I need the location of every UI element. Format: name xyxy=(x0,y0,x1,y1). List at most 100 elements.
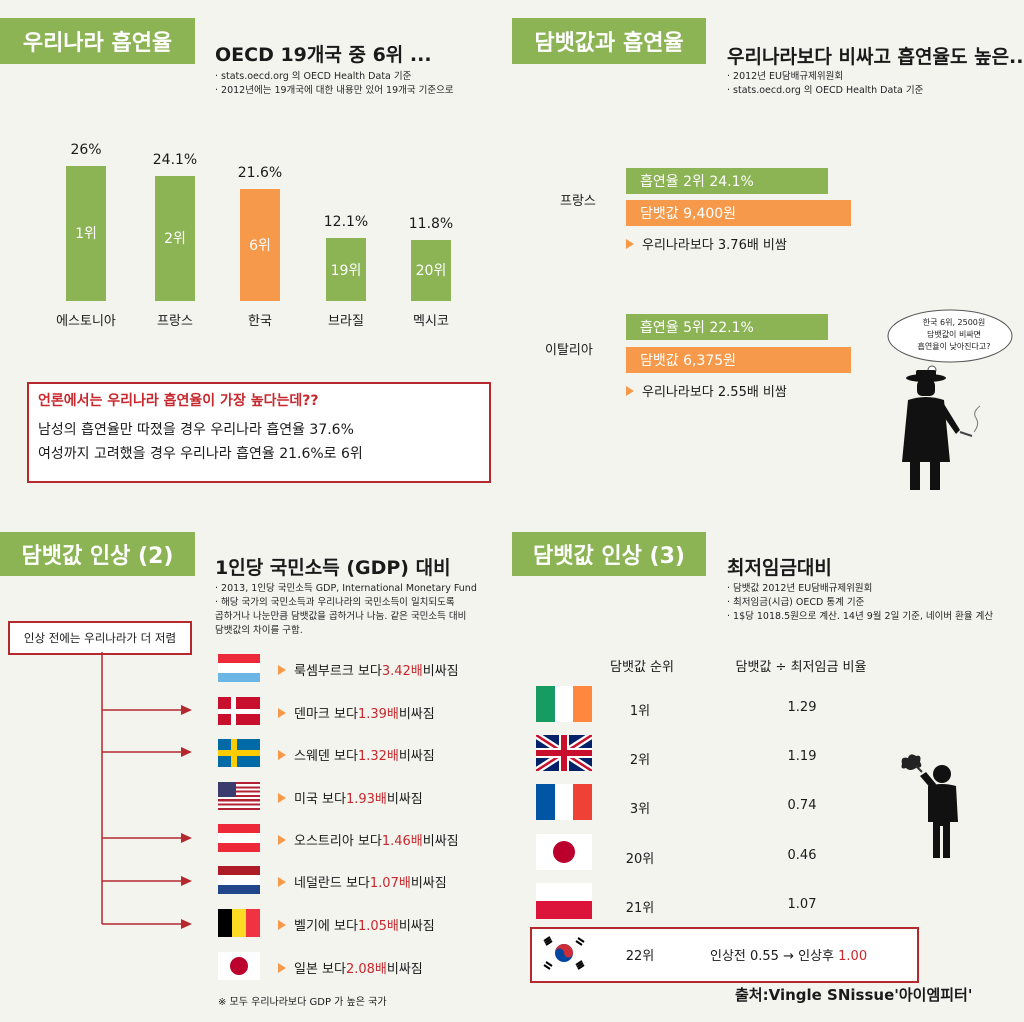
bar-rank-label: 20위 xyxy=(415,263,447,280)
denmark-flag-icon xyxy=(218,697,260,725)
luxembourg-flag-icon xyxy=(218,654,260,682)
triangle-bullet-icon xyxy=(278,834,286,845)
comparison-ratio: 1.07배 xyxy=(369,876,411,891)
gdp-comparison-row: 룩셈부르크 보다 3.42배 비싸짐 xyxy=(278,660,459,679)
gdp-comparison-row: 스웨덴 보다 1.32배 비싸짐 xyxy=(278,745,435,764)
source-note: · 1$당 1018.5원으로 계산. 14년 9월 2일 기준, 네이버 환율… xyxy=(727,611,994,622)
ratio-column-header: 담뱃값 ÷ 최저임금 비율 xyxy=(735,660,867,675)
comparison-suffix: 비싸짐 xyxy=(422,834,459,849)
ireland-flag-icon xyxy=(536,686,592,722)
price-rank-cell: 21위 xyxy=(625,901,655,916)
triangle-bullet-icon xyxy=(278,707,286,718)
korea-flag-icon xyxy=(536,935,592,971)
japan-flag-icon xyxy=(536,834,592,870)
country-label-italy: 이탈리아 xyxy=(545,343,593,358)
source-note: · stats.oecd.org 의 OECD Health Data 기준 xyxy=(215,71,412,82)
comparison-suffix: 비싸짐 xyxy=(398,749,435,764)
comparison-ratio: 3.42배 xyxy=(381,664,423,679)
comparison-suffix: 비싸짐 xyxy=(410,876,447,891)
ratio-cell: 1.19 xyxy=(787,749,817,764)
triangle-bullet-icon xyxy=(278,664,286,675)
bar-value-label: 11.8% xyxy=(408,215,454,232)
italy-smoking-rate-bar: 흡연율 5위 22.1% xyxy=(626,314,828,340)
source-credit: 출처:Vingle SNissue'아이엠피터' xyxy=(735,986,973,1004)
gdp-comparison-row: 벨기에 보다 1.05배 비싸짐 xyxy=(278,915,435,934)
france-comparison-text: 우리나라보다 3.76배 비쌈 xyxy=(642,238,787,253)
bar-rank-label: 2위 xyxy=(164,231,186,248)
category-label: 프랑스 xyxy=(157,314,193,329)
comparison-ratio: 1.93배 xyxy=(345,792,387,807)
comparison-country: 오스트리아 보다 xyxy=(294,834,382,849)
source-note: 곱하거나 나눈만큼 담뱃값을 곱하거나 나눔. 같은 국민소득 대비 xyxy=(215,611,467,622)
gdp-comparison-row: 일본 보다 2.08배 비싸짐 xyxy=(278,958,423,977)
comparison-suffix: 비싸짐 xyxy=(422,664,459,679)
before-increase-label: 인상 전에는 우리나라가 더 저렴 xyxy=(8,621,192,655)
media-claim-box xyxy=(27,382,491,483)
price-rank-cell: 3위 xyxy=(629,802,651,817)
source-note: · 2013, 1인당 국민소득 GDP, International Mone… xyxy=(215,583,477,594)
smoking-man-icon xyxy=(901,754,958,858)
gdp-comparison-row: 네덜란드 보다 1.07배 비싸짐 xyxy=(278,872,447,891)
comparison-country: 미국 보다 xyxy=(294,792,346,807)
source-note: · stats.oecd.org 의 OECD Health Data 기준 xyxy=(727,85,924,96)
bar-1: 2위 xyxy=(155,175,195,301)
section-tag-smoking-rate: 우리나라 흡연율 xyxy=(0,18,195,64)
triangle-bullet-icon xyxy=(626,385,634,396)
bubble-line: 한국 6위, 2500원 xyxy=(922,318,986,327)
ratio-cell: 0.74 xyxy=(787,798,817,813)
comparison-country: 네덜란드 보다 xyxy=(294,876,370,891)
bar-rank-label: 1위 xyxy=(75,226,97,243)
france-comparison: 우리나라보다 3.76배 비쌈 xyxy=(626,234,787,253)
bubble-line: 담뱃값이 비싸면 xyxy=(926,330,982,339)
price-rank-column-header: 담뱃값 순위 xyxy=(610,660,674,675)
price-rank-cell: 20위 xyxy=(625,852,655,867)
category-label: 한국 xyxy=(248,314,272,329)
comparison-country: 스웨덴 보다 xyxy=(294,749,358,764)
source-note: · 2012년에는 19개국에 대한 내용만 있어 19개국 기준으로 xyxy=(215,85,454,96)
source-note: · 해당 국가의 국민소득과 우리나라의 국민소득이 일치되도록 xyxy=(215,597,455,608)
bar-value-label: 24.1% xyxy=(152,151,198,168)
triangle-bullet-icon xyxy=(278,749,286,760)
comparison-suffix: 비싸짐 xyxy=(398,919,435,934)
male-rate-text: 남성의 흡연율만 따졌을 경우 우리나라 흡연율 37.6% xyxy=(38,422,354,438)
italy-comparison: 우리나라보다 2.55배 비쌈 xyxy=(626,381,787,400)
bar-2: 6위 xyxy=(240,188,280,301)
price-rank-cell: 2위 xyxy=(629,753,651,768)
comparison-country: 벨기에 보다 xyxy=(294,919,358,934)
bar-value-label: 26% xyxy=(70,141,102,158)
section-title: 1인당 국민소득 (GDP) 대비 xyxy=(215,557,451,579)
gdp-comparison-row: 오스트리아 보다 1.46배 비싸짐 xyxy=(278,830,459,849)
ratio-cell: 1.29 xyxy=(787,700,817,715)
bar-value-label: 21.6% xyxy=(237,164,283,181)
comparison-ratio: 1.46배 xyxy=(381,834,423,849)
source-note: · 담뱃값 2012년 EU담배규제위원회 xyxy=(727,583,873,594)
italy-price-bar: 담뱃값 6,375원 xyxy=(626,347,851,373)
triangle-bullet-icon xyxy=(278,919,286,930)
comparison-ratio: 1.05배 xyxy=(357,919,399,934)
section-tag-price-increase-3: 담뱃값 인상 (3) xyxy=(512,532,706,576)
netherlands-flag-icon xyxy=(218,866,260,894)
source-note: · 2012년 EU담배규제위원회 xyxy=(727,71,844,82)
smoking-rate-bar-chart: 1위 26% 에스토니아 2위 24.1% 프랑스 6위 21.6% 한국 19위 12.1% 브라질… xyxy=(0,0,512,340)
korea-rank: 22위 xyxy=(625,949,655,964)
japan-flag-icon xyxy=(218,952,260,980)
france-price-bar: 담뱃값 9,400원 xyxy=(626,200,851,226)
section-title: 우리나라보다 비싸고 흡연율도 높은.. xyxy=(727,46,1024,68)
poland-flag-icon xyxy=(536,883,592,919)
bar-4: 20위 xyxy=(411,239,451,301)
triangle-bullet-icon xyxy=(278,962,286,973)
france-smoking-rate-bar: 흡연율 2위 24.1% xyxy=(626,168,828,194)
uk-flag-icon xyxy=(536,735,592,771)
triangle-bullet-icon xyxy=(626,238,634,249)
gdp-footnote: ※ 모두 우리나라보다 GDP 가 높은 국가 xyxy=(218,997,387,1008)
bar-0: 1위 xyxy=(66,165,106,301)
triangle-bullet-icon xyxy=(278,876,286,887)
italy-comparison-text: 우리나라보다 2.55배 비쌈 xyxy=(642,385,787,400)
gdp-comparison-row: 덴마크 보다 1.39배 비싸짐 xyxy=(278,703,435,722)
bar-rank-label: 19위 xyxy=(330,262,362,279)
comparison-country: 덴마크 보다 xyxy=(294,707,358,722)
korea-ratio-change: 인상전 0.55 → 인상후 1.00 xyxy=(710,945,867,964)
comparison-country: 룩셈부르크 보다 xyxy=(294,664,382,679)
category-label: 멕시코 xyxy=(413,314,449,329)
france-flag-icon xyxy=(536,784,592,820)
